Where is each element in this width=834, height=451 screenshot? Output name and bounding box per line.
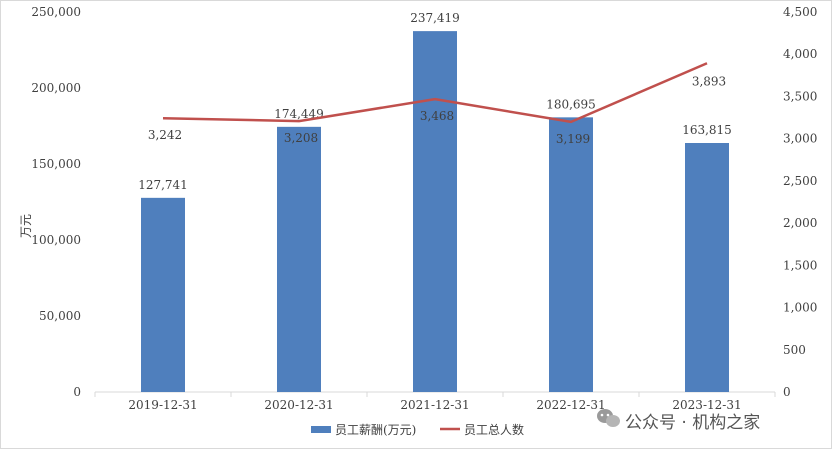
line-data-label: 3,199	[556, 132, 590, 146]
line-data-labels: 3,242 3,208 3,468 3,199 3,893	[148, 74, 726, 146]
x-tick-label: 2022-12-31	[536, 398, 605, 412]
watermark-text: 公众号 · 机构之家	[625, 413, 760, 433]
line-series	[162, 62, 708, 124]
bar-data-label: 180,695	[546, 97, 596, 111]
y2-tick-label: 4,500	[783, 5, 817, 19]
legend-swatch-bar	[311, 426, 331, 433]
y-axis-title: 万元	[19, 214, 33, 238]
wechat-icon	[597, 409, 620, 427]
right-axis: 0 500 1,000 1,500 2,000 2,500 3,000 3,500 4,000 4…	[783, 5, 817, 399]
bar	[141, 197, 185, 392]
y-tick-label: 200,000	[31, 81, 81, 95]
line-data-label: 3,468	[420, 109, 454, 123]
y-tick-label: 0	[73, 385, 81, 399]
legend-label-line: 员工总人数	[464, 422, 524, 437]
legend-label-bar: 员工薪酬(万元)	[335, 423, 416, 437]
y2-tick-label: 3,000	[783, 132, 817, 146]
watermark: 公众号 · 机构之家	[597, 409, 760, 433]
bar-data-label: 237,419	[410, 11, 460, 25]
bar-data-label: 127,741	[138, 178, 188, 192]
bar-series	[141, 31, 729, 393]
y2-tick-label: 2,000	[783, 216, 817, 230]
bar	[685, 143, 729, 392]
line-data-label: 3,208	[284, 131, 318, 145]
x-tick-label: 2020-12-31	[264, 398, 333, 412]
bar-data-labels: 127,741 174,449 237,419 180,695 163,815	[138, 11, 732, 192]
y2-tick-label: 2,500	[783, 174, 817, 188]
x-tick-label: 2019-12-31	[128, 398, 197, 412]
legend: 员工薪酬(万元) 员工总人数	[311, 422, 524, 437]
line-data-label: 3,893	[692, 74, 726, 88]
line-data-label: 3,242	[148, 128, 182, 142]
bar	[549, 117, 593, 392]
x-axis: 2019-12-31 2020-12-31 2021-12-31 2022-12-31…	[94, 392, 776, 412]
x-tick-label: 2021-12-31	[400, 398, 469, 412]
bar-data-label: 174,449	[274, 107, 324, 121]
bar	[413, 31, 457, 393]
bar-data-label: 163,815	[682, 123, 732, 137]
y-tick-label: 100,000	[31, 233, 81, 247]
left-axis: 0 50,000 100,000 150,000 200,000 250,000	[31, 5, 81, 399]
y-tick-label: 250,000	[31, 5, 81, 19]
y2-tick-label: 4,000	[783, 47, 817, 61]
y2-tick-label: 1,000	[783, 301, 817, 315]
x-tick-label: 2023-12-31	[672, 398, 741, 412]
y2-tick-label: 500	[783, 343, 806, 357]
y2-tick-label: 1,500	[783, 258, 817, 272]
y2-tick-label: 0	[783, 385, 791, 399]
bar	[277, 126, 321, 392]
line-path	[162, 62, 708, 124]
y2-tick-label: 3,500	[783, 89, 817, 103]
y-tick-label: 150,000	[31, 157, 81, 171]
y-tick-label: 50,000	[39, 309, 81, 323]
